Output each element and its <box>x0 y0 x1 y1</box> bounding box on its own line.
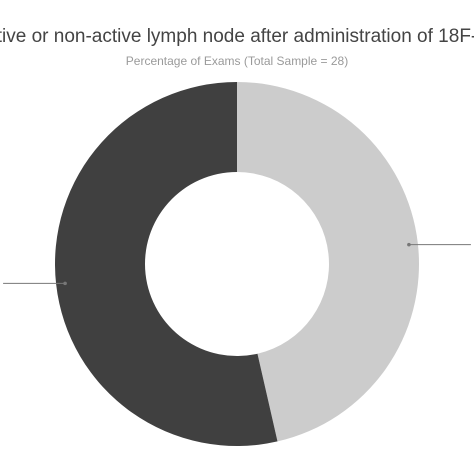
donut-slice-1 <box>237 82 420 442</box>
chart-title: tive or non-active lymph node after admi… <box>0 26 474 47</box>
chart-subtitle: Percentage of Exams (Total Sample = 28) <box>125 54 349 68</box>
donut-slice-2 <box>55 82 278 446</box>
